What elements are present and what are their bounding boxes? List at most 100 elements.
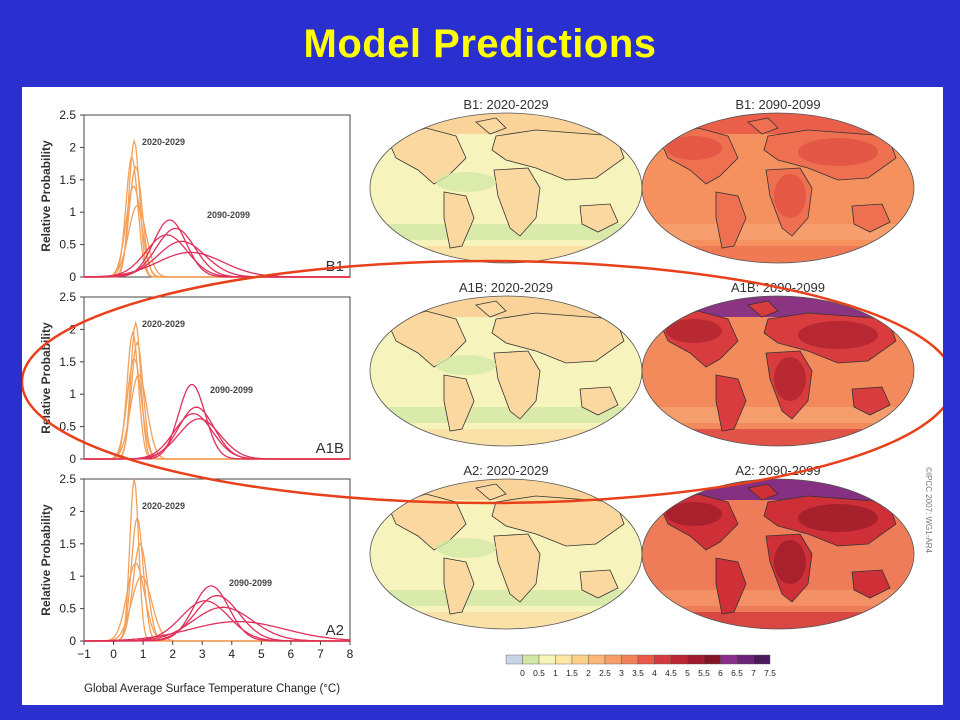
- plot-frame: [83, 296, 351, 460]
- colorbar-tick-label: 3.5: [632, 668, 644, 678]
- y-tick-label: 1.5: [59, 173, 76, 187]
- warming-map: [642, 296, 914, 446]
- map-continent: [491, 129, 625, 181]
- colorbar-swatch: [604, 654, 622, 665]
- y-axis-label: Relative Probability: [39, 140, 53, 252]
- colorbar-swatch: [703, 654, 721, 665]
- warming-map: [370, 479, 642, 629]
- colorbar-swatch: [654, 654, 672, 665]
- map-title: A1B: 2020-2029: [459, 280, 553, 295]
- map-southern-band: [370, 224, 642, 240]
- map-continent: [579, 203, 619, 233]
- x-tick-label: 5: [258, 647, 265, 661]
- y-tick-label: 2.5: [59, 472, 76, 486]
- y-tick-label: 1.5: [59, 355, 76, 369]
- y-tick-label: 0.5: [59, 602, 76, 616]
- y-tick-label: 2: [69, 504, 76, 518]
- colorbar-tick-label: 6: [718, 668, 723, 678]
- colorbar-tick-label: 2.5: [599, 668, 611, 678]
- colorbar-swatch: [670, 654, 688, 665]
- map-continent: [443, 191, 475, 249]
- map-continent: [715, 191, 747, 249]
- y-tick-label: 2.5: [59, 290, 76, 304]
- pdf-chart-a1b: Relative Probability 0 0.5 1 1.5 2 2.5 2020-2…: [39, 290, 351, 466]
- map-cool-patch: [436, 172, 496, 192]
- colorbar: 0 0.5 1 1.5 2 2.5 3 3.5 4 4.5 5 5.5 6 6.5 7 7.5: [505, 654, 776, 678]
- map-outline: [641, 478, 915, 630]
- map-hotspot: [798, 504, 878, 532]
- colorbar-swatch: [753, 654, 771, 665]
- map-antarctic-band: [642, 612, 914, 629]
- y-tick-label: 2.5: [59, 108, 76, 122]
- y-tick-label: 2: [69, 140, 76, 154]
- map-polar-band: [642, 479, 914, 500]
- y-tick-label: 0.5: [59, 420, 76, 434]
- x-tick-label: 7: [317, 647, 324, 661]
- colorbar-swatch: [505, 654, 523, 665]
- map-grid: [369, 112, 915, 630]
- map-hotspot: [666, 319, 722, 343]
- map-outline: [641, 112, 915, 264]
- colorbar-tick-label: 4: [652, 668, 657, 678]
- map-continent: [851, 203, 891, 233]
- y-tick-label: 0: [69, 270, 76, 284]
- colorbar-swatch: [538, 654, 556, 665]
- colorbar-swatch: [736, 654, 754, 665]
- map-continent: [747, 483, 779, 501]
- map-antarctic-band: [642, 429, 914, 446]
- map-hotspot: [666, 502, 722, 526]
- y-tick-label: 0.5: [59, 238, 76, 252]
- x-tick-label: 4: [228, 647, 235, 661]
- warming-map: [642, 113, 914, 263]
- map-title: A2: 2090-2099: [735, 463, 820, 478]
- x-tick-label: −1: [77, 647, 91, 661]
- map-hotspot: [774, 540, 806, 584]
- map-continent: [715, 374, 747, 432]
- colorbar-tick-label: 7.5: [764, 668, 776, 678]
- map-southern-band: [642, 407, 914, 423]
- map-outline: [641, 295, 915, 447]
- map-hotspot: [774, 357, 806, 401]
- map-continent: [579, 386, 619, 416]
- map-continent: [851, 569, 891, 599]
- x-tick-label: 0: [110, 647, 117, 661]
- map-continent: [493, 167, 541, 237]
- map-southern-band: [642, 590, 914, 606]
- figure-svg: Relative Probability 0 0.5 1 1.5 2 2.5 2020-2…: [20, 97, 956, 695]
- map-continent: [493, 533, 541, 603]
- scenario-label: A1B: [316, 440, 344, 457]
- colorbar-swatch: [621, 654, 639, 665]
- figure-panel: Relative Probability 0 0.5 1 1.5 2 2.5 2020-2…: [20, 87, 956, 705]
- map-hotspot: [798, 138, 878, 166]
- colorbar-tick-label: 6.5: [731, 668, 743, 678]
- map-antarctic-band: [370, 612, 642, 629]
- slide-title: Model Predictions: [303, 22, 657, 66]
- map-cool-patch: [436, 355, 496, 375]
- pdf-chart-b1: Relative Probability 0 0.5 1 1.5 2 2.5 2020-2…: [39, 108, 351, 284]
- map-continent: [475, 483, 507, 501]
- x-axis-label: Global Average Surface Temperature Chang…: [84, 683, 340, 695]
- y-tick-label: 1: [69, 569, 76, 583]
- map-continent: [491, 495, 625, 547]
- colorbar-swatch: [555, 654, 573, 665]
- colorbar-swatch: [637, 654, 655, 665]
- map-continent: [579, 569, 619, 599]
- colorbar-swatch: [522, 654, 540, 665]
- colorbar-swatch: [687, 654, 705, 665]
- map-continent: [747, 117, 779, 135]
- y-tick-label: 1: [69, 205, 76, 219]
- colorbar-tick-label: 2: [586, 668, 591, 678]
- map-continent: [475, 300, 507, 318]
- x-tick-label: 3: [199, 647, 206, 661]
- colorbar-tick-label: 1.5: [566, 668, 578, 678]
- colorbar-tick-label: 7: [751, 668, 756, 678]
- period-label-2090: 2090-2099: [229, 578, 272, 588]
- y-axis-label: Relative Probability: [39, 504, 53, 616]
- map-polar-band: [370, 479, 642, 500]
- curve-2090-2099-4: [84, 606, 350, 642]
- colorbar-tick-label: 4.5: [665, 668, 677, 678]
- x-tick-label: 8: [347, 647, 354, 661]
- map-continent: [443, 374, 475, 432]
- y-axis-label: Relative Probability: [39, 322, 53, 434]
- map-continent: [475, 117, 507, 135]
